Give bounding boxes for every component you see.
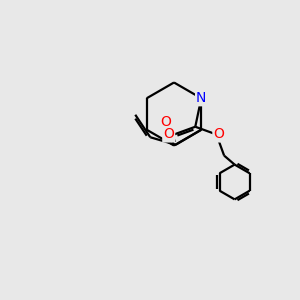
Text: O: O (160, 115, 171, 128)
Text: O: O (163, 128, 174, 141)
Text: O: O (213, 128, 224, 141)
Text: N: N (196, 91, 206, 105)
